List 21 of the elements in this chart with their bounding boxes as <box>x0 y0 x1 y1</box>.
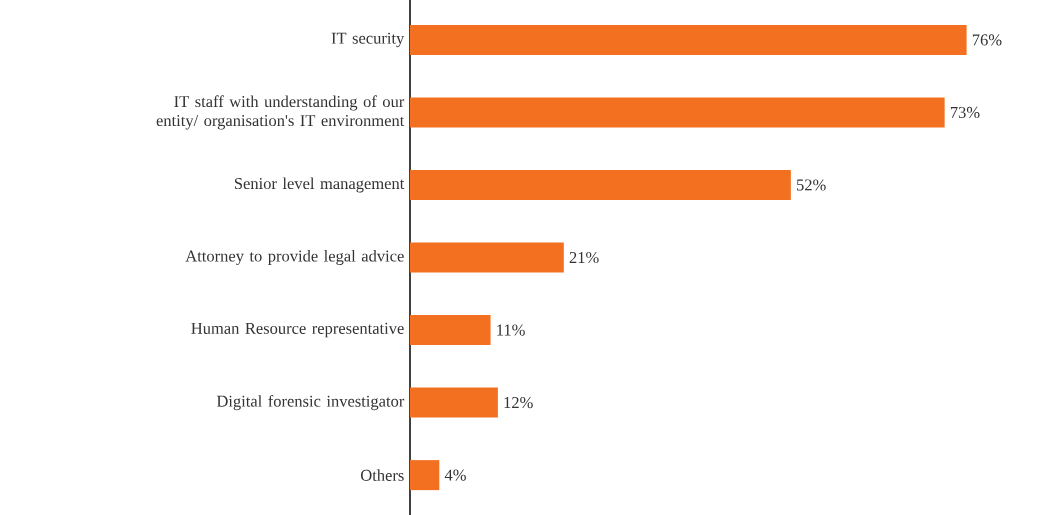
bar <box>410 24 967 55</box>
bar <box>410 460 440 491</box>
y-tick-label: Human Resource representative <box>191 322 404 338</box>
y-tick-label: IT staff with understanding of our entity/ organisation's IT environment <box>156 95 405 130</box>
bar <box>410 97 945 128</box>
bar <box>410 315 491 346</box>
y-tick-label: Attorney to provide legal advice <box>185 250 404 266</box>
y-tick-label: Senior level management <box>234 177 405 193</box>
bar <box>410 242 564 273</box>
data-label: 52% <box>796 179 826 191</box>
data-label: 11% <box>497 324 525 336</box>
data-label: 76% <box>972 34 1002 46</box>
data-label: 73% <box>950 106 980 119</box>
y-tick-label: Digital forensic investigator <box>216 394 405 411</box>
bar <box>410 169 791 200</box>
data-label: 4% <box>444 469 466 481</box>
bar <box>410 387 498 418</box>
y-tick-label: Others <box>360 469 404 481</box>
data-label: 12% <box>504 396 533 409</box>
y-tick-label: IT security <box>331 32 405 48</box>
data-label: 21% <box>569 251 599 264</box>
